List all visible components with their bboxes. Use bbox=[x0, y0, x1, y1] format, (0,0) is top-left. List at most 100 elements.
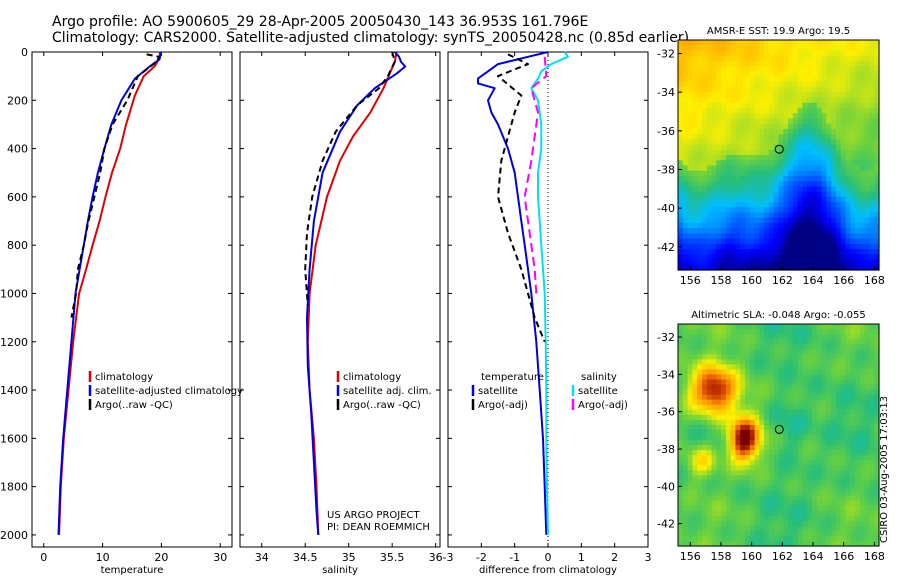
sla_map-cell bbox=[706, 424, 713, 431]
sst_map-cell bbox=[835, 87, 842, 93]
sla_map-cell bbox=[845, 440, 851, 446]
sst_map-cell bbox=[874, 134, 880, 140]
sla_map-cell bbox=[855, 359, 861, 365]
sla_map-cell bbox=[749, 419, 756, 426]
sla_map-cell bbox=[874, 409, 880, 416]
sst_map-cell bbox=[840, 243, 847, 250]
sla_map-cell bbox=[735, 399, 741, 406]
sst_map-cell bbox=[697, 228, 703, 235]
sst_map-cell bbox=[773, 134, 780, 140]
sla_map-cell bbox=[807, 394, 813, 401]
sst_map-cell bbox=[826, 123, 832, 130]
sst_map-cell bbox=[874, 81, 880, 88]
sst_map-cell bbox=[874, 202, 880, 208]
sst_map-cell bbox=[759, 243, 765, 250]
sst_map-cell bbox=[749, 202, 756, 208]
sla_map-cell bbox=[721, 490, 727, 497]
sla_map-cell bbox=[807, 515, 813, 522]
sst_map-cell bbox=[749, 144, 756, 151]
sst_map-cell bbox=[850, 45, 856, 52]
sla_map-cell bbox=[701, 354, 708, 360]
sst_map-cell bbox=[859, 160, 866, 167]
sst_map-cell bbox=[735, 249, 741, 255]
sla_map-cell bbox=[749, 394, 756, 401]
sla_map-cell bbox=[816, 465, 823, 471]
sst_map-cell bbox=[845, 228, 851, 235]
sst_map-cell bbox=[711, 118, 717, 125]
sla_map-cell bbox=[783, 525, 789, 532]
sst_map-cell bbox=[874, 45, 880, 52]
sst_map-cell bbox=[768, 149, 775, 156]
sst_map-cell bbox=[754, 40, 760, 46]
sst_map-cell bbox=[678, 233, 684, 240]
sst_map-cell bbox=[725, 186, 732, 193]
sla_map-cell bbox=[859, 409, 866, 416]
sla_map-cell bbox=[816, 409, 823, 416]
sla_map-cell bbox=[845, 520, 851, 527]
sla_map-cell bbox=[716, 500, 722, 507]
sla_map-cell bbox=[831, 500, 837, 507]
sst_map-cell bbox=[692, 259, 698, 266]
sla_map-cell bbox=[682, 359, 689, 365]
sla_map-cell bbox=[678, 414, 684, 421]
difference-series-salinity-satellite bbox=[530, 51, 569, 535]
sst_map-cell bbox=[778, 139, 784, 146]
sst_map-cell bbox=[812, 196, 818, 203]
sla_map-cell bbox=[821, 440, 827, 446]
sst_map-cell bbox=[821, 50, 827, 57]
sla_map-cell bbox=[850, 530, 856, 537]
sla_map-cell bbox=[764, 450, 770, 456]
sst_map-cell bbox=[855, 228, 861, 235]
sla_map-cell bbox=[682, 495, 689, 502]
sla_map-cell bbox=[845, 480, 851, 487]
sst_map-cell bbox=[850, 186, 856, 193]
sla_map-cell bbox=[725, 399, 732, 406]
sla_map-cell bbox=[725, 329, 732, 335]
sla_map-cell bbox=[735, 450, 741, 456]
sst_map-cell bbox=[711, 259, 717, 266]
sst_map-cell bbox=[682, 66, 689, 72]
sst_map-cell bbox=[773, 149, 780, 156]
sla_map-cell bbox=[835, 500, 842, 507]
sst_map-cell bbox=[855, 55, 861, 62]
sla_map-cell bbox=[855, 399, 861, 406]
sla_map-cell bbox=[835, 389, 842, 396]
sst_map-cell bbox=[682, 170, 689, 177]
sla_map-cell bbox=[869, 500, 875, 507]
sst_map-cell bbox=[840, 222, 847, 229]
sla_map-cell bbox=[845, 535, 851, 542]
sst_map-cell bbox=[792, 97, 799, 104]
sla_map-cell bbox=[725, 419, 732, 426]
sst_map-cell bbox=[711, 228, 717, 235]
sst_map-cell bbox=[692, 191, 698, 198]
sla_map-cell bbox=[840, 349, 847, 355]
sst_map-cell bbox=[764, 222, 770, 229]
sla_map-cell bbox=[678, 339, 684, 345]
sla_map-cell bbox=[692, 384, 698, 391]
sla_map-cell bbox=[816, 490, 823, 497]
sst_map-cell bbox=[864, 102, 871, 109]
sla_map-cell bbox=[721, 429, 727, 436]
sla_map-cell bbox=[687, 500, 693, 507]
sla_map-cell bbox=[701, 424, 708, 431]
sst_map-cell bbox=[745, 81, 751, 88]
sst_map-cell bbox=[859, 207, 866, 214]
sla_map-cell bbox=[807, 460, 813, 466]
sla_map-cell bbox=[721, 540, 727, 547]
temperature-ytick-label: 800 bbox=[7, 239, 28, 252]
sla_map-cell bbox=[812, 334, 818, 340]
sst_map-cell bbox=[768, 97, 775, 104]
sla_map-cell bbox=[749, 520, 756, 527]
sst_map-cell bbox=[840, 155, 847, 161]
sst_map-cell bbox=[802, 259, 808, 266]
difference-series-temperature-satellite bbox=[477, 51, 549, 535]
sst_map-cell bbox=[725, 134, 732, 140]
sst_map-cell bbox=[692, 222, 698, 229]
sst_map-cell bbox=[745, 222, 751, 229]
sla_map-cell bbox=[678, 384, 684, 391]
sla_map-cell bbox=[831, 495, 837, 502]
sst_map-cell bbox=[826, 87, 832, 93]
sla_map-cell bbox=[768, 510, 775, 517]
sla_map-cell bbox=[730, 515, 737, 522]
sst_map-cell bbox=[831, 55, 837, 62]
